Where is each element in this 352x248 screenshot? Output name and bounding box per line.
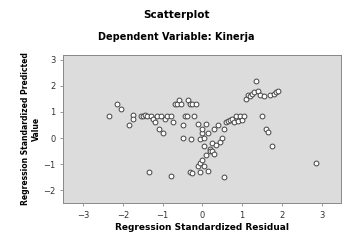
Point <box>243 97 249 101</box>
Point <box>273 91 279 94</box>
Point <box>203 122 209 126</box>
Point <box>140 114 146 118</box>
Point <box>172 102 177 106</box>
Point <box>146 170 152 174</box>
Point <box>257 93 263 97</box>
Point <box>212 152 217 156</box>
Point <box>206 131 211 135</box>
Point <box>209 141 215 145</box>
Point <box>130 113 136 117</box>
Point <box>237 114 243 118</box>
Point <box>202 136 207 140</box>
Point <box>188 102 193 106</box>
Point <box>152 121 158 124</box>
Y-axis label: Regression Standardized Predicted
Value: Regression Standardized Predicted Value <box>21 53 41 205</box>
Point <box>221 127 227 131</box>
Point <box>160 131 165 135</box>
Point <box>208 149 213 153</box>
Point <box>168 174 174 178</box>
Point <box>180 136 186 140</box>
Point <box>180 123 186 127</box>
Point <box>230 117 235 121</box>
Point <box>176 98 181 102</box>
Point <box>196 122 201 126</box>
Point <box>162 117 168 121</box>
Point <box>194 102 199 106</box>
Point <box>255 89 261 93</box>
Point <box>191 114 197 118</box>
Point <box>227 118 233 122</box>
Point <box>265 130 271 134</box>
Point <box>224 121 229 124</box>
Point <box>168 114 174 118</box>
Point <box>225 119 231 123</box>
Point <box>202 163 207 167</box>
Point <box>197 170 203 174</box>
Point <box>245 93 251 97</box>
Point <box>184 114 189 118</box>
Point <box>239 118 245 122</box>
Point <box>215 123 221 127</box>
Point <box>263 127 269 131</box>
Point <box>271 92 277 96</box>
Point <box>188 137 194 141</box>
Point <box>200 158 205 162</box>
Point <box>269 144 275 148</box>
Point <box>213 143 219 147</box>
Point <box>130 117 136 121</box>
Text: Dependent Variable: Kinerja: Dependent Variable: Kinerja <box>98 32 254 42</box>
X-axis label: Regression Standardized Residual: Regression Standardized Residual <box>115 223 289 232</box>
Text: Scatterplot: Scatterplot <box>143 10 209 20</box>
Point <box>261 94 267 98</box>
Point <box>209 149 215 153</box>
Point <box>186 98 191 102</box>
Point <box>106 114 112 118</box>
Point <box>144 114 150 118</box>
Point <box>150 117 156 121</box>
Point <box>235 119 241 123</box>
Point <box>200 131 205 135</box>
Point <box>313 161 319 165</box>
Point <box>197 161 203 165</box>
Point <box>208 147 213 151</box>
Point <box>206 169 211 173</box>
Point <box>267 93 273 97</box>
Point <box>170 121 175 124</box>
Point <box>196 163 201 167</box>
Point <box>219 136 225 140</box>
Point <box>158 114 163 118</box>
Point <box>233 114 239 118</box>
Point <box>221 175 227 179</box>
Point <box>138 114 144 118</box>
Point <box>174 102 180 106</box>
Point <box>202 144 207 148</box>
Point <box>154 114 159 118</box>
Point <box>190 102 195 106</box>
Point <box>118 107 124 111</box>
Point <box>251 91 257 94</box>
Point <box>156 127 162 131</box>
Point <box>178 102 183 106</box>
Point <box>114 102 120 106</box>
Point <box>188 170 193 174</box>
Point <box>197 137 203 141</box>
Point <box>148 114 153 118</box>
Point <box>249 92 255 96</box>
Point <box>126 123 132 127</box>
Point <box>212 127 217 131</box>
Point <box>190 171 195 175</box>
Point <box>275 89 281 93</box>
Point <box>247 94 253 98</box>
Point <box>259 114 265 118</box>
Point <box>164 114 169 118</box>
Point <box>241 114 247 118</box>
Point <box>218 140 223 144</box>
Point <box>231 121 237 124</box>
Point <box>203 153 209 157</box>
Point <box>182 114 187 118</box>
Point <box>200 127 205 131</box>
Point <box>142 113 147 117</box>
Point <box>253 79 259 83</box>
